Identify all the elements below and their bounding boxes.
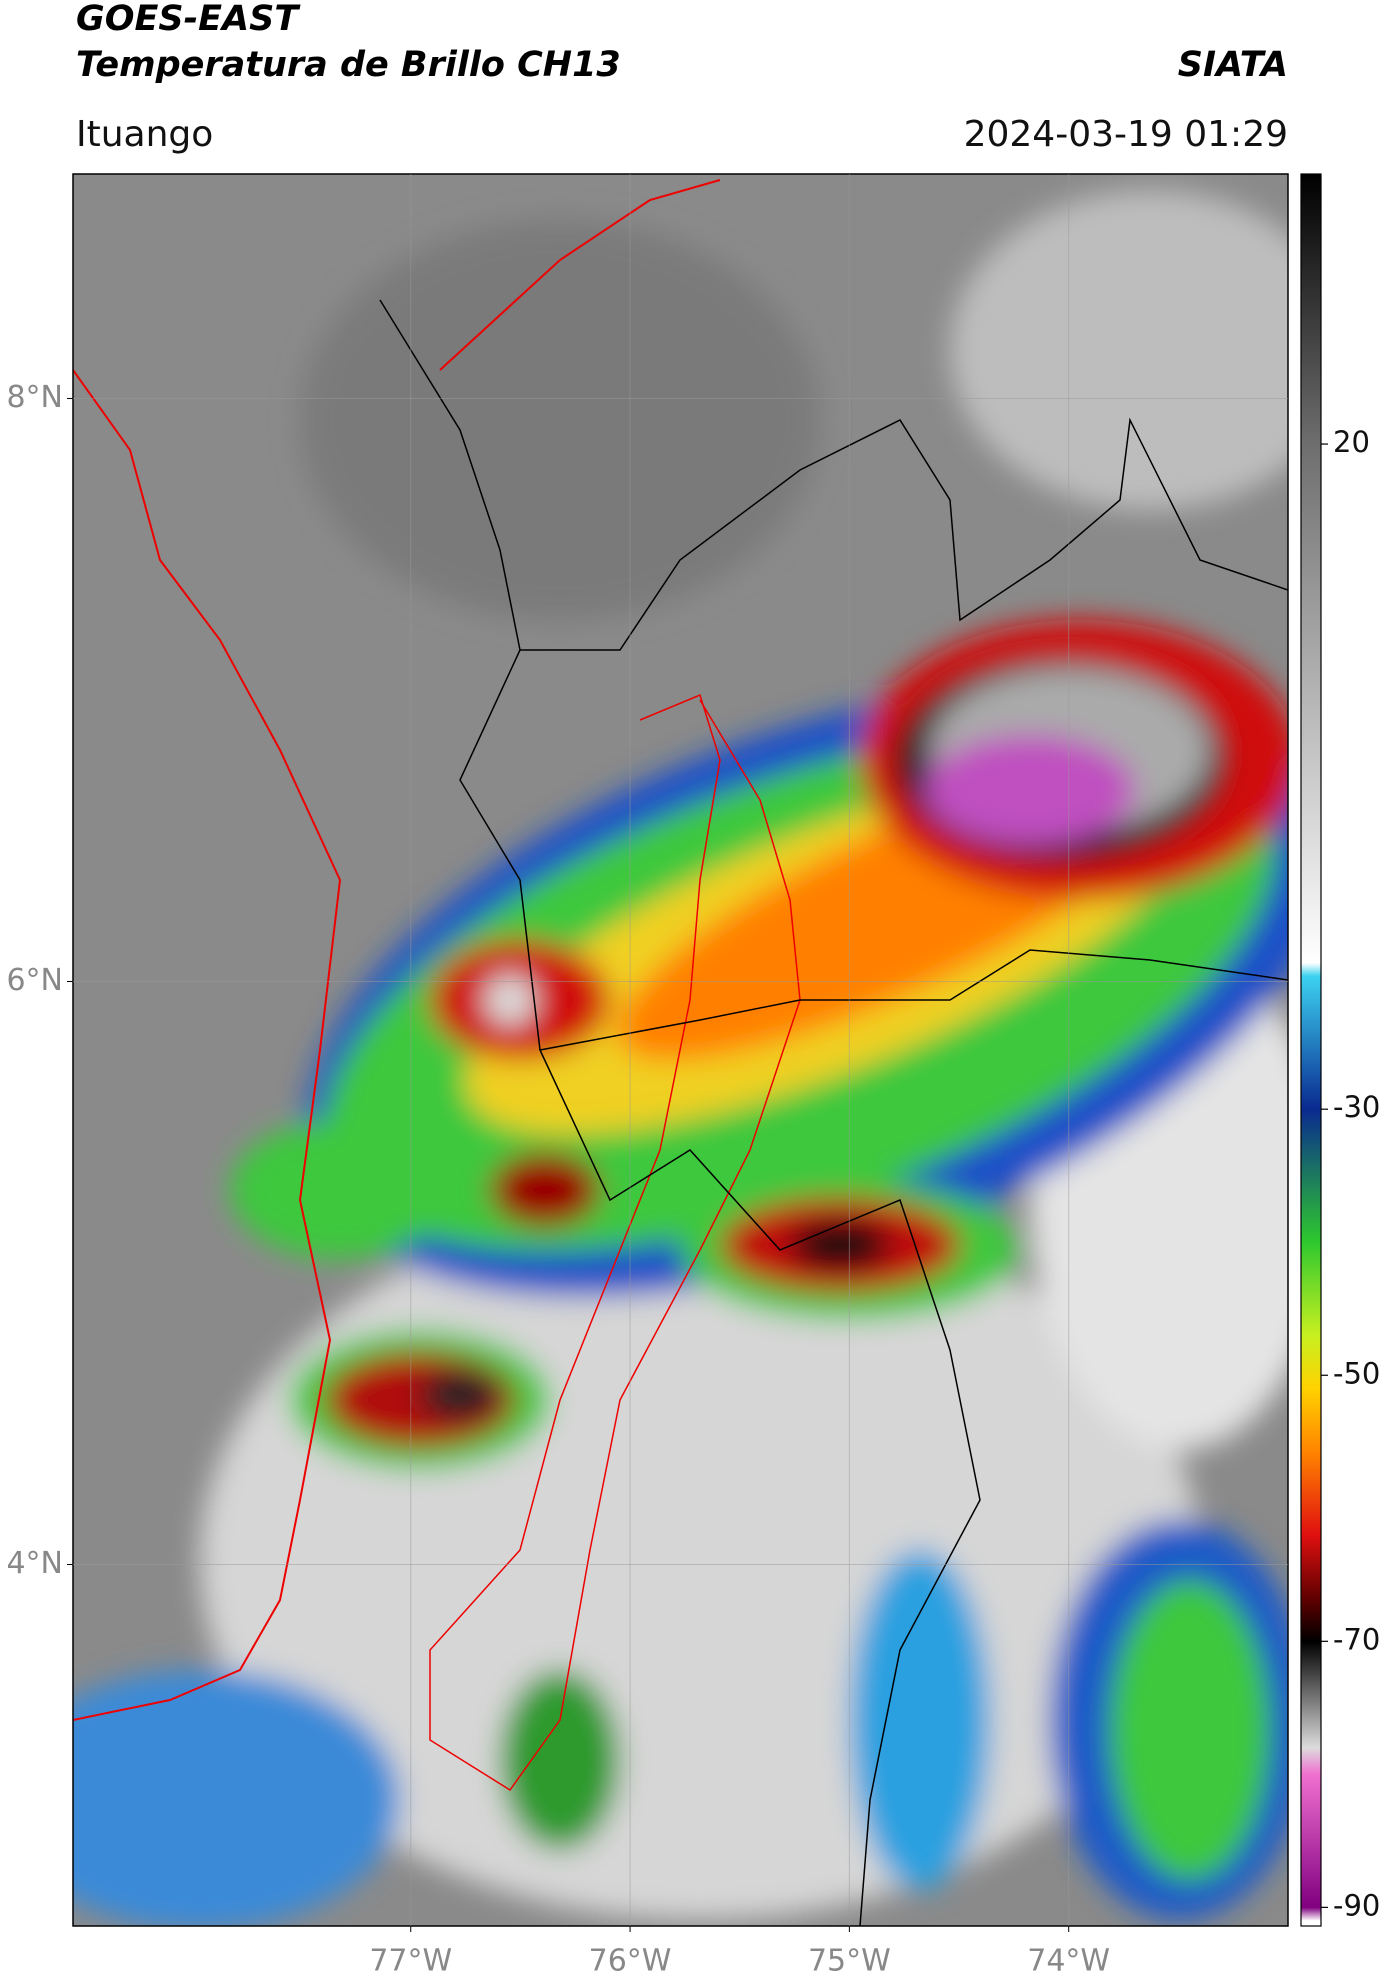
map-frame (72, 173, 1289, 1927)
datetime: 2024-03-19 01:29 (964, 114, 1288, 155)
y-tick-label: 6°N (6, 963, 63, 998)
y-tick-label: 8°N (6, 380, 63, 415)
source: SIATA (1178, 45, 1288, 85)
colorbar-tick-label: 20 (1333, 425, 1370, 459)
location: Ituango (76, 114, 213, 155)
colorbar-tick-label: -50 (1333, 1356, 1380, 1390)
colorbar-tick-label: -30 (1333, 1090, 1380, 1124)
colorbar (1300, 173, 1322, 1927)
colorbar-tick-label: -90 (1333, 1888, 1380, 1922)
x-tick-label: 76°W (589, 1944, 672, 1979)
subtitle: Temperatura de Brillo CH13 (76, 45, 621, 85)
satellite-image (73, 174, 1288, 1926)
colorbar-tick-label: -70 (1333, 1622, 1380, 1656)
x-tick-label: 77°W (369, 1944, 452, 1979)
y-tick-label: 4°N (6, 1546, 63, 1581)
x-tick-label: 75°W (808, 1944, 891, 1979)
x-tick-label: 74°W (1027, 1944, 1110, 1979)
title: GOES-EAST (76, 0, 301, 39)
